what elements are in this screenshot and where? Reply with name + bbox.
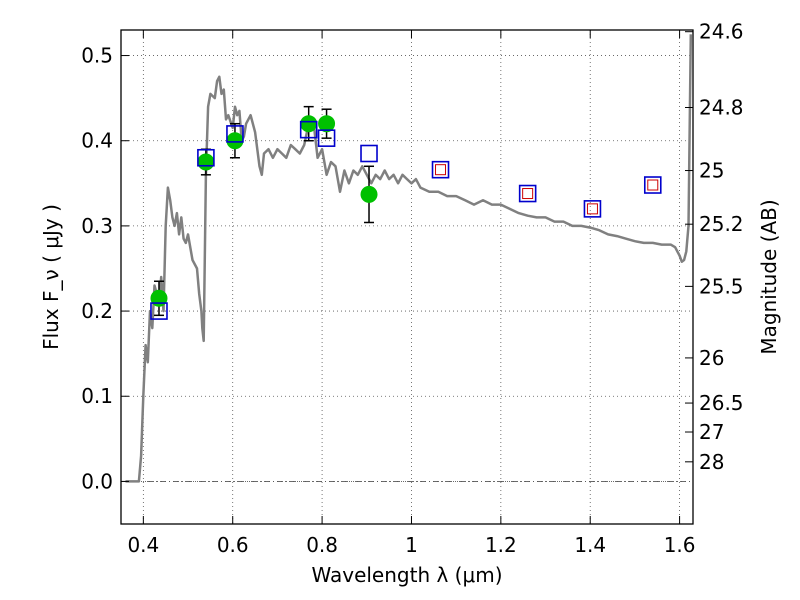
observed-point-3 [300,115,318,133]
y2-tick-label-4: 25.5 [699,274,744,298]
model-phot-square-7 [518,184,537,203]
observed-point-5 [360,185,378,203]
model-phot-square-1 [197,148,215,167]
y2-tick-label-1: 24.8 [699,96,744,120]
model-phot-square-6 [431,160,450,179]
errorbar-layer [153,105,375,317]
model-photometry-layer [150,120,662,320]
model-spectrum-layer [125,34,693,483]
y2-tick-label-7: 27 [699,420,724,444]
y-axis-ticks: 0.0 0.1 0.2 0.3 0.4 0.5 [81,44,129,493]
y-tick-label-0: 0.0 [81,469,113,493]
x-tick-label-0: 0.4 [127,533,159,557]
x-axis-ticks: 0.4 0.6 0.8 1 1.2 1.4 1.6 [127,30,696,557]
observed-point-4 [318,115,336,133]
y-tick-label-5: 0.5 [81,44,113,68]
plot-frame [120,29,694,525]
ir-phot-square-3 [647,179,659,191]
y-axis-label: Flux F_ν ( μJy ) [39,204,63,350]
model-phot-square-8 [583,200,602,218]
model-phot-square-3 [299,120,318,139]
model-phot-square-5 [360,144,378,163]
y2-tick-label-8: 28 [699,450,724,474]
x-tick-label-4: 1.2 [485,533,517,557]
model-phot-square-4 [317,129,336,147]
model-phot-square-9 [643,176,662,194]
y-tick-label-3: 0.3 [81,214,113,238]
ir-phot-square-2 [586,203,598,215]
y2-tick-label-0: 24.6 [699,20,744,44]
y2-tick-label-6: 26.5 [699,391,744,415]
y-tick-label-1: 0.1 [81,384,113,408]
y2-tick-label-5: 26 [699,346,724,370]
model-phot-square-2 [226,125,244,143]
ir-phot-square-1 [522,188,534,200]
observed-point-2 [226,132,244,150]
y2-axis-label: Magnitude (AB) [757,199,781,354]
observed-point-0 [150,289,168,307]
y2-tick-label-3: 25.2 [699,212,744,236]
y-tick-label-2: 0.2 [81,299,113,323]
x-tick-label-5: 1.4 [574,533,606,557]
y2-axis-ticks: 24.6 24.8 25 25.2 25.5 26 26.5 27 28 [685,20,744,474]
grid [121,30,693,524]
ir-phot-square-0 [435,164,447,176]
observed-points-layer [150,115,378,307]
y2-tick-label-2: 25 [699,159,724,183]
x-tick-label-6: 1.6 [664,533,696,557]
y-tick-label-4: 0.4 [81,129,113,153]
x-tick-label-3: 1 [405,533,418,557]
x-axis-label: Wavelength λ (μm) [311,563,502,587]
model-phot-square-0 [150,302,168,320]
x-tick-label-2: 0.8 [306,533,338,557]
observed-point-1 [197,153,215,171]
model-spectrum-line [125,34,693,483]
x-tick-label-1: 0.6 [217,533,249,557]
